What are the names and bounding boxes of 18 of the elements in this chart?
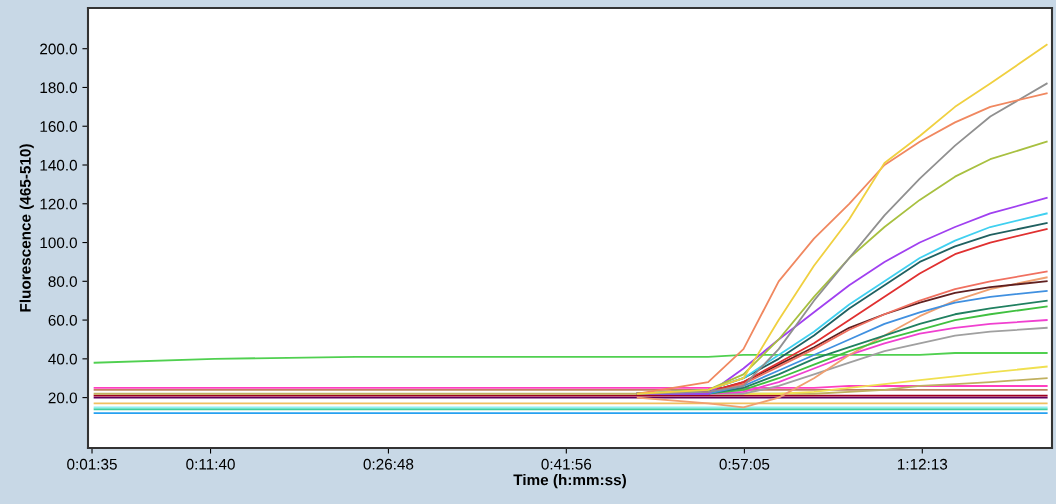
x-axis-title: Time (h:mm:ss) (513, 474, 626, 489)
y-tick-label: 160.0 (40, 121, 77, 132)
y-axis-title: Fluorescence (465-510) (19, 144, 34, 312)
y-tick-label: 40.0 (48, 353, 77, 365)
y-tick-label: 140.0 (40, 159, 77, 171)
y-tick-label: 200.0 (40, 43, 77, 55)
x-tick-label: 0:01:35 (67, 458, 117, 470)
x-tick-label: 0:11:40 (186, 458, 235, 470)
y-tick-label: 60.0 (48, 314, 77, 326)
x-tick-label: 0:26:48 (363, 458, 414, 470)
y-tick-label: 120.0 (40, 198, 77, 210)
y-tick-label: 80.0 (48, 276, 77, 287)
y-tick-label: 180.0 (40, 82, 77, 94)
y-tick-label: 100.0 (40, 237, 77, 249)
x-tick-label: 1:12:13 (897, 458, 948, 470)
x-tick-label: 0:57:05 (719, 458, 770, 470)
x-tick-label: 0:41:56 (541, 458, 592, 470)
y-tick-label: 20.0 (48, 392, 77, 404)
